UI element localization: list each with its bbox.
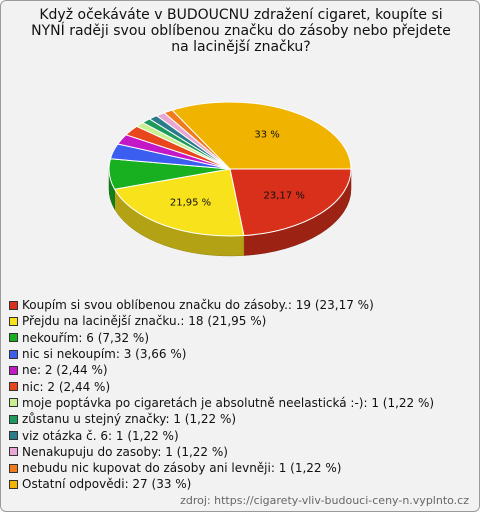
- legend-swatch: [9, 431, 18, 441]
- legend-swatch: [9, 333, 18, 343]
- slice-label: 21,95 %: [170, 198, 211, 209]
- legend-item: ne: 2 (2,44 %): [9, 362, 434, 378]
- slice-label: 23,17 %: [264, 191, 305, 202]
- slice: [113, 168, 245, 237]
- legend-swatch: [9, 349, 18, 359]
- legend-label: Ostatní odpovědi: 27 (33 %): [22, 477, 192, 492]
- legend-item: nekouřím: 6 (7,32 %): [9, 330, 434, 346]
- pie: 23,17 % 21,95 % 33 %: [108, 101, 352, 257]
- legend-label: moje poptávka po cigaretách je absolutně…: [22, 395, 435, 410]
- slice: [229, 168, 352, 237]
- legend-swatch: [9, 447, 18, 457]
- source: zdroj: https://cigarety-vliv-budouci-cen…: [180, 494, 469, 507]
- legend-label: nebudu nic kupovat do zásoby ani levněji…: [22, 461, 342, 476]
- legend-label: Koupím si svou oblíbenou značku do zásob…: [22, 298, 374, 313]
- legend-item: zůstanu u stejný značky: 1 (1,22 %): [9, 411, 434, 427]
- legend-swatch: [9, 479, 18, 489]
- legend-item: moje poptávka po cigaretách je absolutně…: [9, 395, 434, 411]
- legend-label: nekouřím: 6 (7,32 %): [22, 330, 150, 345]
- chart-title: Když očekáváte v BUDOUCNU zdražení cigar…: [31, 7, 451, 55]
- legend-item: Nenakupuju do zasoby: 1 (1,22 %): [9, 444, 434, 460]
- legend-label: Nenakupuju do zasoby: 1 (1,22 %): [22, 444, 228, 459]
- legend-label: viz otázka č. 6: 1 (1,22 %): [22, 428, 179, 443]
- legend-item: Ostatní odpovědi: 27 (33 %): [9, 476, 434, 492]
- legend-swatch: [9, 365, 18, 375]
- legend-item: nic si nekoupím: 3 (3,66 %): [9, 346, 434, 362]
- legend-item: Přejdu na lacinější značku.: 18 (21,95 %…: [9, 313, 434, 329]
- legend-label: zůstanu u stejný značky: 1 (1,22 %): [22, 412, 237, 427]
- legend-swatch: [9, 300, 18, 310]
- legend-swatch: [9, 316, 18, 326]
- legend-swatch: [9, 382, 18, 392]
- legend-label: nic si nekoupím: 3 (3,66 %): [22, 347, 187, 362]
- legend-label: Přejdu na lacinější značku.: 18 (21,95 %…: [22, 314, 267, 329]
- legend-item: Koupím si svou oblíbenou značku do zásob…: [9, 297, 434, 313]
- legend-label: nic: 2 (2,44 %): [22, 379, 111, 394]
- legend-label: ne: 2 (2,44 %): [22, 363, 108, 378]
- legend-swatch: [9, 463, 18, 473]
- legend-swatch: [9, 398, 18, 408]
- slice: [171, 101, 352, 170]
- legend-item: nebudu nic kupovat do zásoby ani levněji…: [9, 460, 434, 476]
- legend-swatch: [9, 414, 18, 424]
- legend-item: nic: 2 (2,44 %): [9, 378, 434, 394]
- legend: Koupím si svou oblíbenou značku do zásob…: [9, 297, 434, 493]
- legend-item: viz otázka č. 6: 1 (1,22 %): [9, 427, 434, 443]
- slice-label: 33 %: [254, 129, 279, 140]
